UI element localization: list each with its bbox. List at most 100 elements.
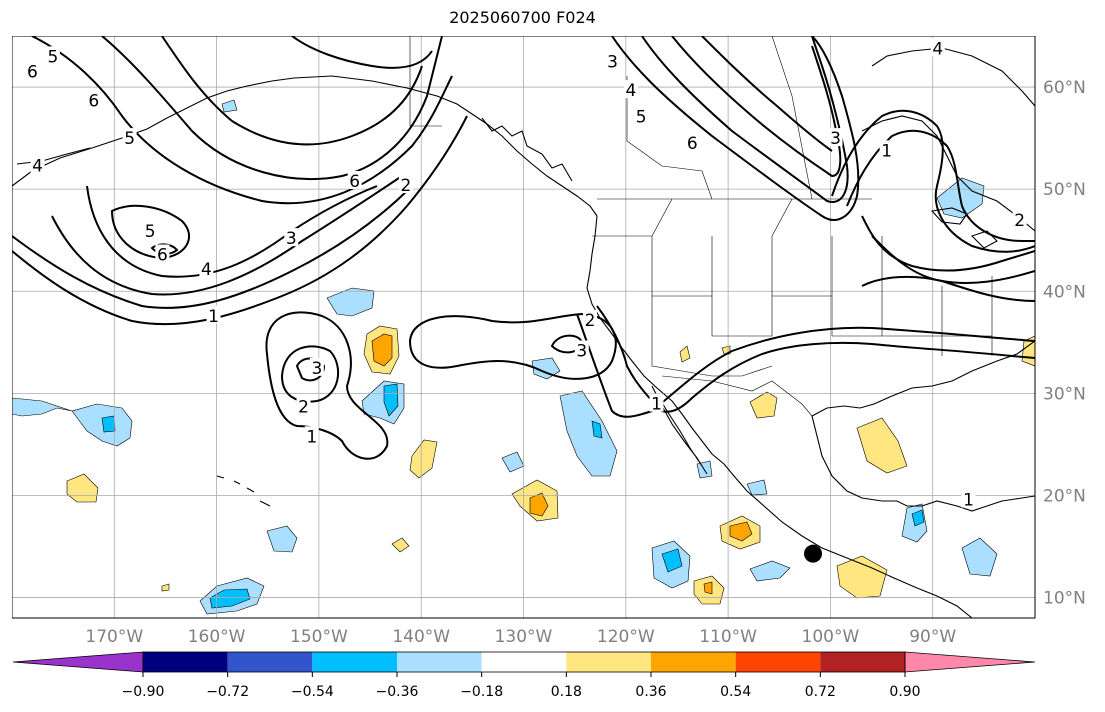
colorbar-segments <box>12 651 1036 673</box>
colorbar-tick-label: 0.90 <box>889 684 920 700</box>
contour-label: 1 <box>963 491 974 511</box>
colorbar-segment <box>820 652 905 672</box>
colorbar-frame <box>142 651 906 673</box>
contour-label: 6 <box>27 63 38 83</box>
coastlines <box>12 47 1035 618</box>
longitude-label: 110°W <box>699 627 757 647</box>
contour-label: 2 <box>1014 211 1025 231</box>
longitude-label: 170°W <box>85 627 143 647</box>
map-title: 2025060700 F024 <box>449 8 596 27</box>
colorbar-tick-label: 0.36 <box>635 684 666 700</box>
contour-label: 5 <box>124 129 135 149</box>
contour-label-background <box>30 155 45 174</box>
longitude-label: 160°W <box>188 627 246 647</box>
contour-label-background <box>398 175 413 194</box>
contour-label-background <box>574 340 589 359</box>
colorbar-segment <box>143 652 228 672</box>
contour-label: 3 <box>286 229 297 249</box>
latitude-label: 40°N <box>1043 282 1086 302</box>
contour-label-background <box>309 357 324 376</box>
contour-label: 6 <box>349 172 360 192</box>
height-contours <box>12 36 1035 460</box>
colorbar-segment <box>481 652 567 672</box>
contour-label-background <box>199 258 214 277</box>
colorbar-extension-min <box>12 651 144 673</box>
latitude-label: 20°N <box>1043 486 1086 506</box>
contour-label-background <box>605 51 620 70</box>
colorbar-segment <box>397 652 482 672</box>
longitude-tick-labels: 170°W 160°W 150°W 140°W 130°W 120°W 110°W 100°W… <box>85 627 956 647</box>
contour-label: 3 <box>576 341 587 361</box>
contour-label-background <box>296 396 311 415</box>
map-gridlines <box>12 36 1035 618</box>
contour-label: 5 <box>145 222 156 242</box>
contour-label: 2 <box>400 176 411 196</box>
contour-label-background <box>45 46 60 65</box>
contour-label-background <box>86 90 101 109</box>
colorbar-extension-max <box>904 651 1036 673</box>
colorbar-tick-labels: −0.90 −0.72 −0.54 −0.36 −0.18 0.18 0.36 0.54 0.7… <box>122 672 921 700</box>
contour-label: 1 <box>208 307 219 327</box>
contour-label-background <box>649 393 664 412</box>
colorbar: −0.90 −0.72 −0.54 −0.36 −0.18 0.18 0.36 0.54 0.7… <box>12 651 1036 700</box>
colorbar-tick-label: −0.72 <box>206 684 249 700</box>
latitude-tick-labels: 10°N 20°N 30°N 40°N 50°N 60°N <box>1043 78 1086 609</box>
shaded-anomaly-fields <box>12 99 1035 615</box>
contour-label: 4 <box>201 260 212 280</box>
contour-label: 4 <box>626 81 637 101</box>
colorbar-tick-label: −0.90 <box>122 684 165 700</box>
contour-label-background <box>634 106 649 125</box>
contour-label: 3 <box>311 359 322 379</box>
contour-label-background <box>961 489 976 508</box>
contour-label-background <box>304 426 319 445</box>
contour-label: 1 <box>881 141 892 161</box>
colorbar-segment <box>651 652 736 672</box>
contour-label: 1 <box>651 395 662 415</box>
contour-label-background <box>930 38 945 57</box>
contour-label-background <box>623 80 638 99</box>
longitude-label: 90°W <box>909 627 956 647</box>
contour-label-background <box>206 305 221 324</box>
colorbar-tick-label: −0.18 <box>460 684 503 700</box>
contour-label: 4 <box>932 39 943 59</box>
contour-label: 6 <box>88 91 99 111</box>
contour-label: 6 <box>687 134 698 154</box>
contour-label: 2 <box>585 311 596 331</box>
latitude-label: 30°N <box>1043 384 1086 404</box>
colorbar-segment <box>735 652 821 672</box>
longitude-label: 100°W <box>802 627 860 647</box>
contour-label: 3 <box>830 129 841 149</box>
longitude-label: 140°W <box>392 627 450 647</box>
contour-label: 6 <box>157 246 168 266</box>
longitude-label: 150°W <box>290 627 348 647</box>
contour-label-background <box>122 128 137 147</box>
contour-label-background <box>284 228 299 247</box>
colorbar-tick-label: 0.18 <box>551 684 582 700</box>
political-borders <box>409 36 993 417</box>
longitude-label: 130°W <box>495 627 553 647</box>
map-frame <box>12 36 1036 619</box>
colorbar-segment <box>312 652 397 672</box>
colorbar-tick-label: −0.36 <box>376 684 419 700</box>
contour-label-background <box>143 221 158 240</box>
colorbar-segment <box>566 652 651 672</box>
latitude-label: 10°N <box>1043 589 1086 609</box>
colorbar-tick-label: −0.54 <box>291 684 334 700</box>
colorbar-segment <box>227 652 313 672</box>
contour-label-background <box>155 244 170 263</box>
contour-label: 5 <box>48 47 59 67</box>
contour-label-background <box>879 140 894 159</box>
contour-label-background <box>25 61 40 80</box>
latitude-label: 60°N <box>1043 78 1086 98</box>
contour-label: 4 <box>32 157 43 177</box>
colorbar-tick-label: 0.72 <box>805 684 836 700</box>
colorbar-tick-label: 0.54 <box>720 684 751 700</box>
contour-label: 5 <box>636 108 647 128</box>
contour-label: 2 <box>298 398 309 418</box>
contour-label-background <box>582 309 597 328</box>
contour-label: 3 <box>607 53 618 73</box>
contour-label-background <box>828 128 843 147</box>
contour-label: 1 <box>306 427 317 447</box>
